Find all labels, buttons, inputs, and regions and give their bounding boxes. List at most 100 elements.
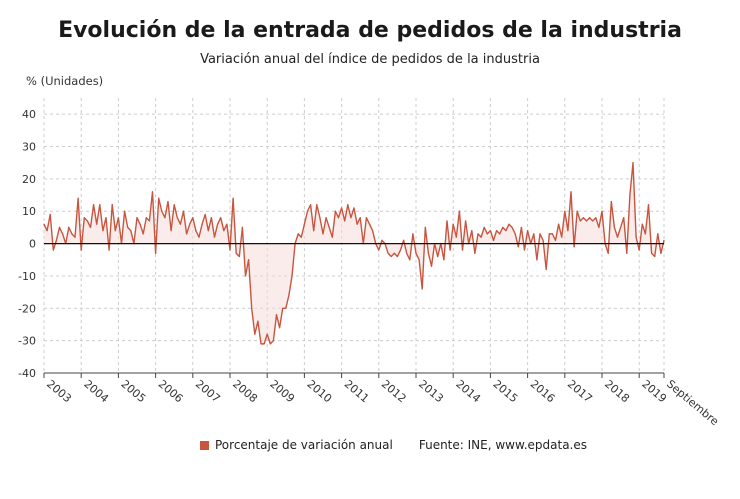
data-point [263,343,265,345]
data-point [325,217,327,219]
data-point [297,233,299,235]
data-point [99,204,101,206]
data-point [638,249,640,251]
data-point [229,249,231,251]
data-point [446,220,448,222]
area-layer [44,162,664,344]
data-point [657,233,659,235]
data-point [288,294,290,296]
data-point [610,200,612,203]
x-tick-label: 2004 [81,377,111,405]
data-point [220,217,222,219]
data-point [539,233,541,235]
data-point [93,204,95,206]
x-tick-label: 2009 [267,377,297,405]
data-point [198,236,200,238]
x-tick-label: 2015 [490,377,520,405]
data-point [520,226,523,229]
data-point [409,259,411,261]
data-point [496,230,498,232]
data-point [127,226,129,229]
data-point [430,265,433,267]
data-point [244,275,247,277]
data-point [151,191,154,193]
data-point [517,246,519,248]
data-point [607,252,609,254]
x-tick-label: 2014 [453,377,483,405]
data-point [585,220,588,222]
data-point [356,223,358,225]
data-point [542,239,544,241]
data-point [341,207,343,209]
y-tick-label: 40 [22,108,36,121]
data-point [368,223,371,225]
data-point [111,204,113,206]
data-point [427,252,429,254]
data-point [647,204,650,206]
data-point [142,233,144,235]
x-tick-label: 2017 [565,377,595,405]
data-point [623,217,625,219]
data-point [483,226,485,229]
y-tick-label: -10 [18,270,36,283]
data-point [567,230,569,232]
y-tick-label: 10 [22,205,36,218]
data-point [114,230,116,232]
data-point [124,210,126,212]
data-point [477,233,479,235]
data-point [266,333,268,335]
data-point [62,233,64,235]
data-point [102,230,104,232]
data-point [77,197,79,199]
data-point [598,226,600,229]
data-point [71,233,73,235]
data-point [238,255,240,258]
data-point [437,255,439,258]
data-point [582,217,585,219]
data-point [406,252,408,254]
data-point [195,230,197,232]
chart-subtitle: Variación anual del índice de pedidos de… [200,52,540,67]
data-point [108,249,110,251]
data-point [279,327,281,329]
data-point [201,223,203,225]
data-point [291,275,293,277]
x-tick-label: 2011 [342,377,372,405]
data-point [158,197,160,199]
data-point [58,226,61,229]
y-tick-label: -30 [18,335,36,348]
y-tick-label: -20 [18,302,36,315]
y-axis-unit-label: % (Unidades) [26,74,104,88]
x-tick-label: 2008 [230,377,260,405]
chart-title: Evolución de la entrada de pedidos de la… [58,18,682,43]
data-point [372,230,374,232]
x-tick-label: 2016 [528,377,558,405]
data-point [461,249,464,251]
y-tick-labels: -40 -30 -20 -10 0 10 20 30 40 [18,108,36,380]
data-point [148,220,150,222]
x-tick-label: 2007 [193,377,223,405]
data-point [514,233,516,235]
data-point [145,217,147,219]
data-point [313,230,315,232]
x-tick-label: 2019 [639,377,669,405]
data-point [390,255,392,258]
data-point [350,217,352,219]
data-point [502,226,504,229]
data-point [173,204,175,206]
data-point [310,204,312,206]
data-point [616,236,619,238]
x-tick-label: Septiembre [664,377,721,428]
data-point [418,259,420,261]
data-point [452,223,454,225]
data-point [592,220,594,222]
data-point [223,230,225,232]
data-point [595,217,597,219]
data-point [83,217,85,219]
x-tick-label: 2010 [304,377,334,405]
data-point [399,249,402,251]
data-point [334,210,336,212]
data-point [511,226,513,229]
data-point [471,230,473,232]
data-point [226,223,228,225]
